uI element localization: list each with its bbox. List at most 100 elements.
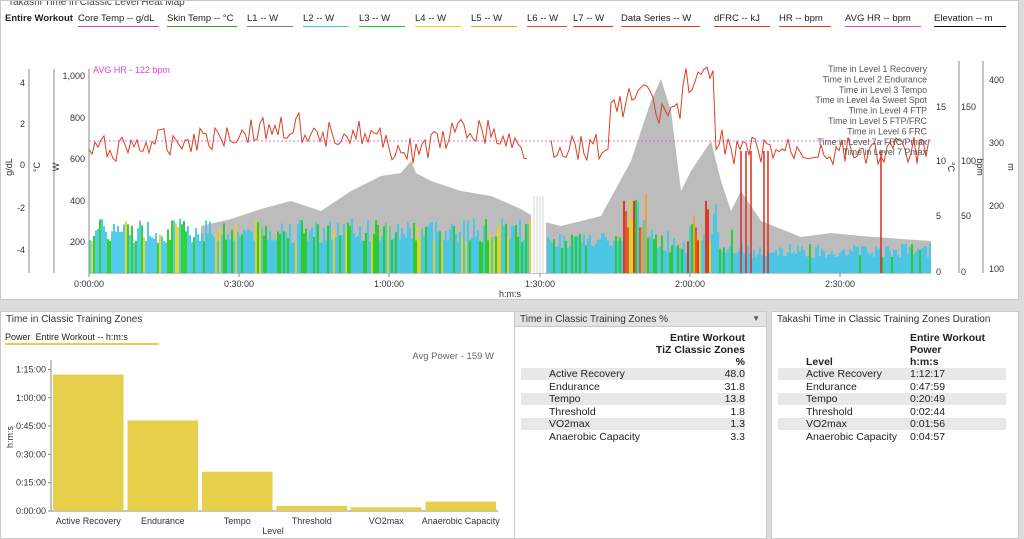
power-stripe [183,220,185,273]
power-stripe [395,232,397,273]
power-stripe [755,257,757,273]
level-legend-item[interactable]: Time in Level 4 FTP [849,106,928,116]
power-stripe [177,227,179,273]
power-stripe [121,231,123,273]
table-row: VO2max 0:01:56 [778,418,1006,430]
power-stripe [665,251,667,273]
power-stripe [471,238,473,273]
power-stripe [551,242,553,273]
power-stripe [757,253,759,273]
power-stripe [581,242,583,273]
bar-y-tick-label: 1:15:00 [16,364,46,374]
bar[interactable] [127,420,199,511]
power-stripe [319,242,321,273]
level-legend-item[interactable]: Time in Level 1 Recovery [828,64,928,74]
power-stripe [443,239,445,273]
power-stripe [899,257,901,273]
power-stripe [841,250,843,273]
legend-item[interactable]: Data Series -- W [621,13,700,27]
legend-item[interactable]: L7 -- W [573,13,613,27]
power-stripe [181,224,183,273]
legend-item[interactable]: Elevation -- m [934,13,1006,27]
power-stripe [815,247,817,273]
legend-item[interactable]: L4 -- W [415,13,461,27]
power-stripe [389,226,391,273]
legend-item[interactable]: L5 -- W [471,13,517,27]
power-stripe [105,231,107,273]
level-legend-item[interactable]: Time in Level 2 Endurance [823,74,927,84]
zones-percent-header[interactable]: Time in Classic Training Zones % ▼ [515,312,766,327]
power-stripe [225,239,227,273]
power-stripe [623,200,625,273]
legend-item[interactable]: L6 -- W [527,13,567,27]
power-stripe [887,246,889,273]
power-stripe [291,242,293,273]
power-stripe [403,234,405,273]
row-label: Active Recovery [549,368,625,380]
power-stripe [697,240,699,273]
legend-item[interactable]: L3 -- W [359,13,405,27]
power-stripe [321,242,323,273]
bar[interactable] [202,471,273,511]
power-stripe [513,226,515,273]
power-stripe [599,239,601,273]
power-stripe [303,233,305,273]
level-legend-item[interactable]: Time in Level 6 FRC [847,126,927,136]
power-stripe [111,231,113,273]
bar[interactable] [425,501,497,511]
power-stripe [769,252,771,273]
w-tick-label: 1,000 [62,71,85,81]
level-legend-item[interactable]: Time in Level 4a Sweet Spot [815,95,927,105]
data-gap [531,191,546,273]
chevron-down-icon[interactable]: ▼ [752,314,760,323]
bar-y-tick-label: 0:45:00 [16,421,46,431]
gdl-tick-label: 0 [20,160,25,170]
power-stripe [161,236,163,273]
row-value: 0:02:44 [910,405,946,418]
legend-item[interactable]: dFRC -- kJ [714,13,770,27]
power-stripe [593,246,595,273]
power-stripe [793,251,795,273]
power-stripe [575,236,577,273]
bar[interactable] [53,374,124,511]
power-stripe [211,234,213,273]
power-stripe [709,241,711,273]
bar[interactable] [351,507,422,511]
zones-percent-table: Entire Workout TiZ Classic Zones % Activ… [521,332,745,532]
power-stripe [821,249,823,273]
power-stripe [193,237,195,273]
legend-item[interactable]: L2 -- W [303,13,349,27]
bar[interactable] [276,505,348,511]
bar-y-tick-label: 0:00:00 [16,506,46,516]
table-row: Endurance 0:47:59 [778,381,1006,393]
level-legend-item[interactable]: Time in Level 5 FTP/FRC [828,116,928,126]
power-stripe [801,246,803,273]
power-stripe [341,235,343,273]
power-stripe [273,239,275,273]
power-stripe [511,225,513,273]
legend-item[interactable]: AVG HR -- bpm [845,13,921,27]
m-tick-label: 100 [989,264,1004,274]
legend-item[interactable]: HR -- bpm [779,13,831,27]
level-legend-item[interactable]: Time in Level 3 Tempo [839,85,927,95]
power-stripe [435,222,437,273]
power-stripe [515,224,517,273]
power-stripe [601,233,603,273]
bar-legend-rest: Entire Workout -- h:m:s [35,332,128,342]
level-legend-item[interactable]: Time in Level 7 Pmax [843,147,928,157]
bar-category-label: Endurance [141,516,185,526]
legend-item[interactable]: L1 -- W [247,13,293,27]
power-stripe [465,241,467,273]
right-c-tick-label: 5 [936,211,941,221]
legend-item[interactable]: Skin Temp -- °C [167,13,237,27]
power-stripe [295,242,297,273]
power-stripe [229,239,231,273]
level-legend-item[interactable]: Time in Level 7a FRC/Pmax [817,137,927,147]
power-stripe [563,235,565,273]
bar-legend[interactable]: Power Entire Workout -- h:m:s [5,332,128,342]
power-stripe [217,240,219,273]
legend-item[interactable]: Core Temp -- g/dL [78,13,159,27]
power-stripe [167,229,169,273]
row-value: 0:47:59 [910,380,946,393]
legend-item-swatch [714,25,770,27]
